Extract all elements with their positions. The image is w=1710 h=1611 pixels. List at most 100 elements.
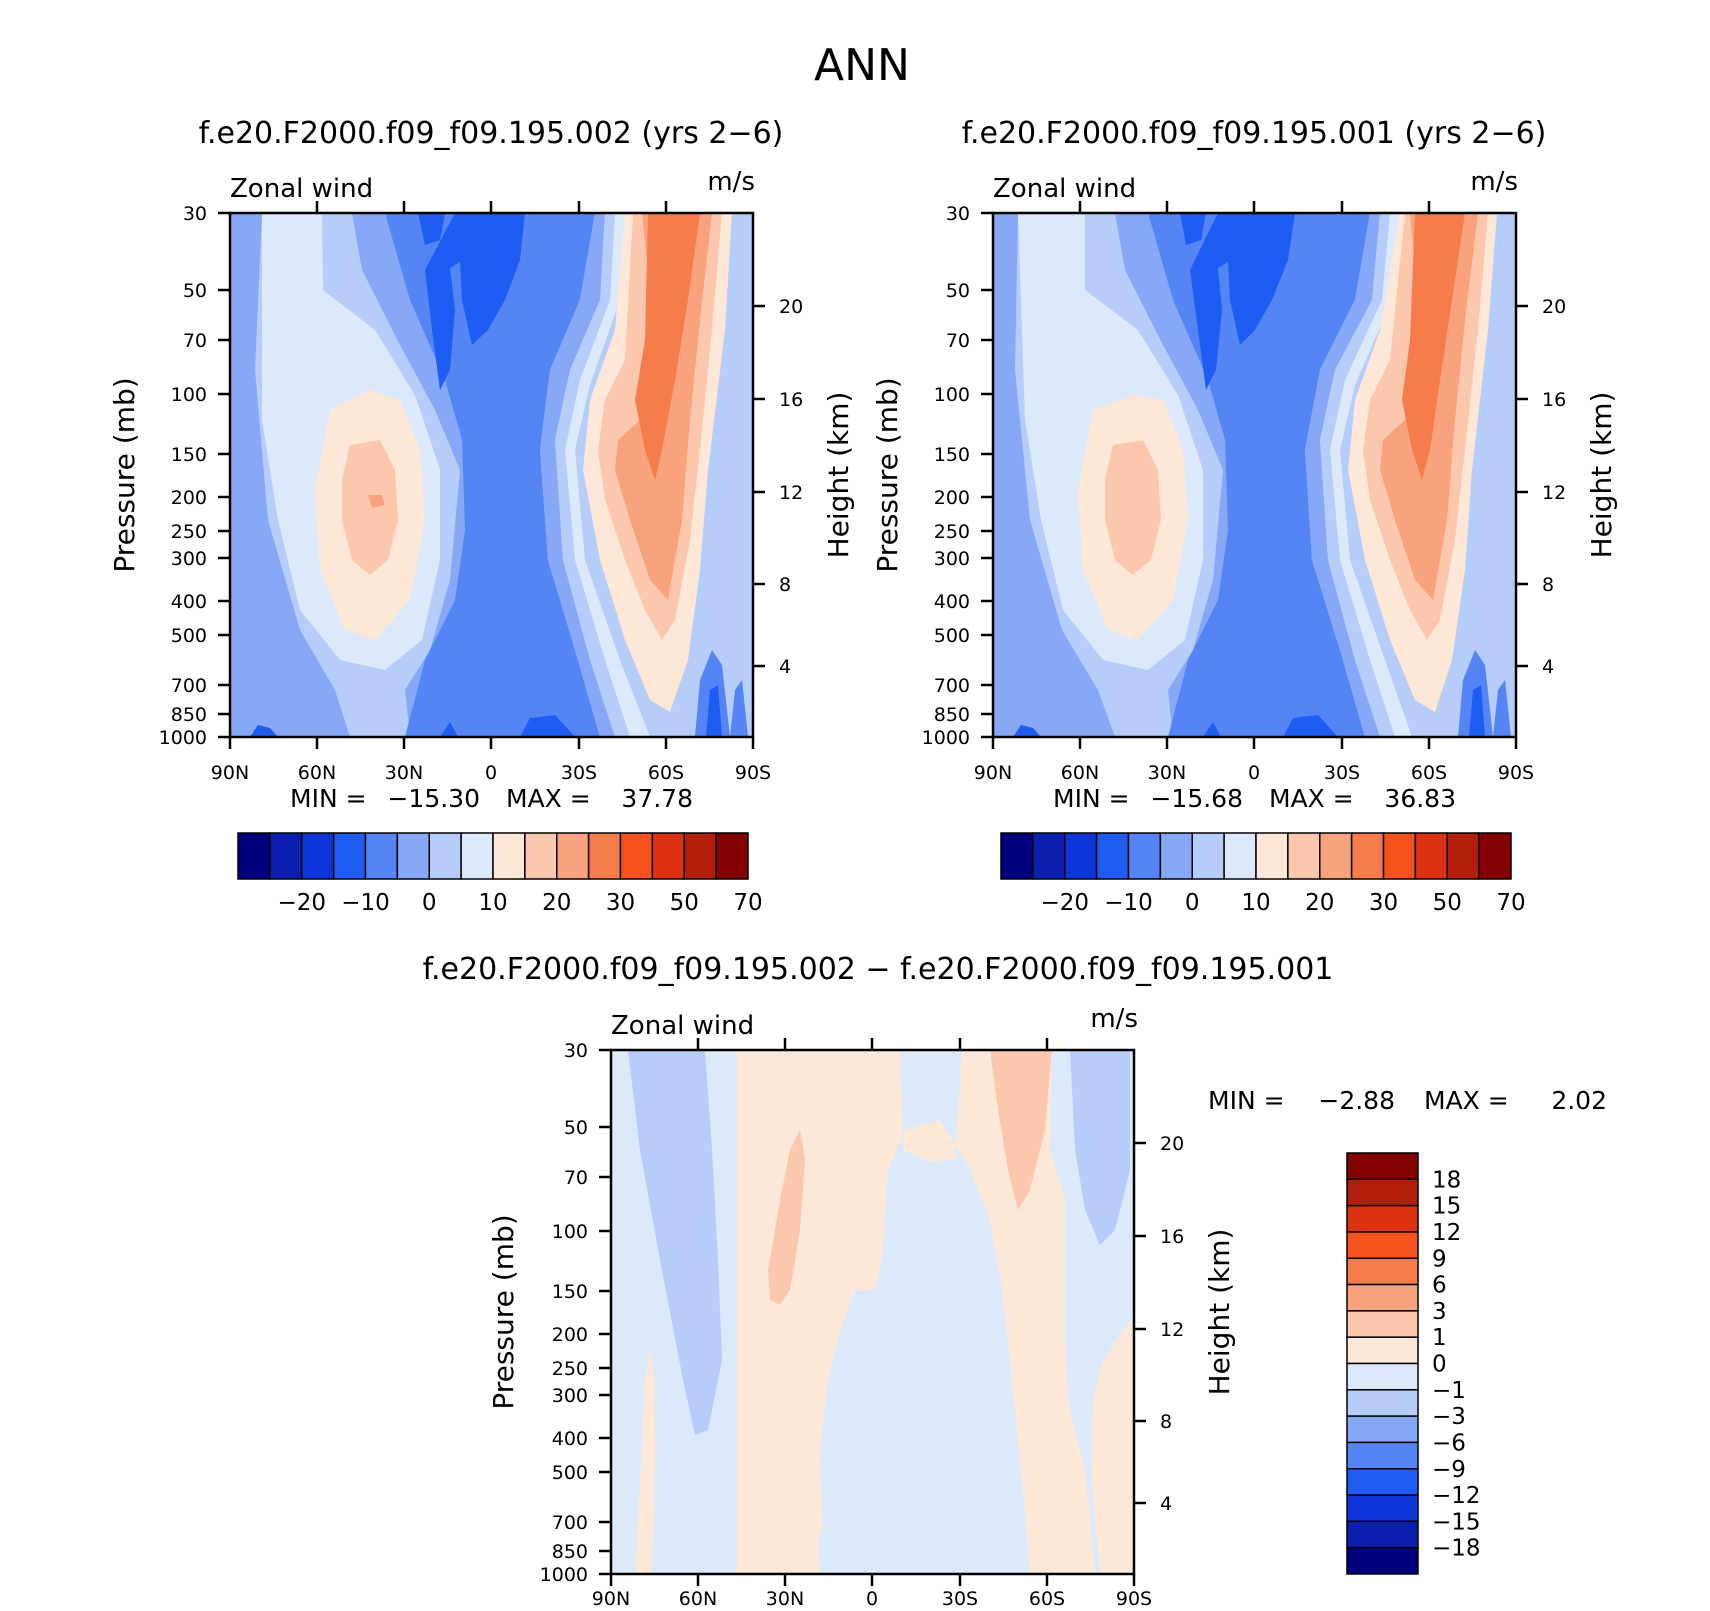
y-tick-label: 400 xyxy=(552,1428,588,1450)
y-tick-label: 700 xyxy=(171,675,207,697)
x-tick-label: 30N xyxy=(1148,762,1186,784)
y-tick-label: 100 xyxy=(171,384,207,406)
x-tick-label: 90N xyxy=(592,1588,630,1610)
contour-fill xyxy=(425,213,525,390)
colorbar-label: −20 xyxy=(277,890,326,916)
panel-control-run: f.e20.F2000.f09_f09.195.002 (yrs 2−6) Zo… xyxy=(108,116,855,916)
min-max-stats: MIN = −15.68 MAX = 36.83 xyxy=(1053,784,1456,813)
y-tick-label: 150 xyxy=(934,444,970,466)
colorbar-swatch xyxy=(1350,832,1385,880)
y2-tick-label: 4 xyxy=(1542,656,1554,678)
y-tick-label: 250 xyxy=(934,521,970,543)
y-axis: 30 50 70 100 150 200 250 300 400 500 700… xyxy=(487,1040,611,1586)
colorbar-swatch xyxy=(715,832,749,880)
colorbar-swatch xyxy=(1346,1283,1419,1312)
contour-fill xyxy=(1402,213,1465,480)
contour-fill xyxy=(342,440,398,575)
colorbar-label: 20 xyxy=(542,890,571,916)
colorbar-swatch xyxy=(1255,832,1289,880)
y-axis-label: Pressure (mb) xyxy=(108,377,141,572)
x-tick-label: 0 xyxy=(866,1588,878,1610)
x-tick-label: 0 xyxy=(1248,762,1260,784)
colorbar-swatch xyxy=(1382,832,1417,880)
colorbar-swatch xyxy=(460,832,494,880)
y-tick-label: 500 xyxy=(934,625,970,647)
panel-difference: f.e20.F2000.f09_f09.195.002 − f.e20.F200… xyxy=(423,952,1607,1610)
variable-label: Zonal wind xyxy=(993,174,1136,204)
y-tick-label: 200 xyxy=(934,487,970,509)
colorbar-swatch xyxy=(1191,832,1225,880)
x-tick-label: 30N xyxy=(385,762,423,784)
y-tick-label: 400 xyxy=(171,591,207,613)
colorbar-swatch xyxy=(1346,1441,1419,1470)
contour-fill xyxy=(737,1050,1095,1574)
y-tick-label: 30 xyxy=(946,203,970,225)
y-tick-label: 850 xyxy=(552,1541,588,1563)
contour-fill xyxy=(1330,213,1412,737)
y2-axis-label: Height (km) xyxy=(1203,1229,1236,1396)
colorbar-swatch xyxy=(364,832,399,880)
x-tick-label: 30S xyxy=(1324,762,1360,784)
colorbar-label: 3 xyxy=(1432,1299,1447,1325)
y-tick-label: 500 xyxy=(552,1462,588,1484)
colorbar-swatch xyxy=(1064,832,1098,880)
y2-tick-label: 16 xyxy=(1160,1226,1184,1248)
y-tick-label: 150 xyxy=(552,1281,588,1303)
x-tick-label: 0 xyxy=(485,762,497,784)
colorbar-label: 0 xyxy=(422,890,437,916)
contour-fill xyxy=(540,213,615,737)
contour-fill xyxy=(418,213,515,248)
colorbar-swatch xyxy=(1346,1389,1419,1417)
contour-fill xyxy=(1105,440,1161,575)
y-tick-label: 400 xyxy=(934,591,970,613)
x-axis: 90N 60N 30N 0 30S 60S 90S xyxy=(211,201,771,784)
y-tick-label: 1000 xyxy=(159,727,207,749)
panel-reference-run: f.e20.F2000.f09_f09.195.001 (yrs 2−6) Zo… xyxy=(871,116,1618,916)
colorbar-label: 50 xyxy=(670,890,699,916)
min-label: MIN = xyxy=(1208,1086,1285,1115)
colorbar-swatch xyxy=(619,832,654,880)
colorbar-swatch xyxy=(1346,1336,1419,1365)
y-tick-label: 250 xyxy=(552,1358,588,1380)
y2-tick-label: 12 xyxy=(1160,1319,1184,1341)
y-tick-label: 70 xyxy=(183,330,207,352)
colorbar-swatch xyxy=(651,832,685,880)
x-axis: 90N 60N 30N 0 30S 60S 90S xyxy=(974,201,1534,784)
y-tick-label: 70 xyxy=(946,330,970,352)
y2-tick-label: 20 xyxy=(779,296,803,318)
colorbar-label: −10 xyxy=(341,890,390,916)
contour-fill xyxy=(990,1050,1052,1210)
min-label: MIN = xyxy=(290,784,367,813)
colorbar-swatch xyxy=(1346,1468,1419,1496)
y-tick-label: 850 xyxy=(171,704,207,726)
min-value: −2.88 xyxy=(1318,1086,1395,1115)
variable-label: Zonal wind xyxy=(611,1011,754,1041)
colorbar-swatch xyxy=(1346,1257,1419,1286)
x-tick-label: 60S xyxy=(1029,1588,1065,1610)
colorbar-swatch xyxy=(1032,832,1066,880)
colorbar-swatch xyxy=(1287,832,1321,880)
y-tick-label: 250 xyxy=(171,521,207,543)
contour-fill xyxy=(730,680,748,737)
contour-fill xyxy=(706,685,722,737)
min-value: −15.68 xyxy=(1150,784,1243,813)
contour-fill xyxy=(636,1350,655,1574)
contour-fill xyxy=(628,1050,722,1435)
y-tick-label: 100 xyxy=(934,384,970,406)
colorbar-swatch xyxy=(269,832,303,880)
max-value: 36.83 xyxy=(1384,784,1456,813)
x-tick-label: 30N xyxy=(766,1588,804,1610)
y2-tick-label: 20 xyxy=(1542,296,1566,318)
y-tick-label: 30 xyxy=(183,203,207,225)
y-tick-label: 150 xyxy=(171,444,207,466)
colorbar-label: −18 xyxy=(1432,1536,1481,1562)
y2-tick-label: 8 xyxy=(1160,1411,1172,1433)
colorbar-swatch xyxy=(1346,1204,1419,1233)
y-tick-label: 500 xyxy=(171,625,207,647)
colorbar-label: 18 xyxy=(1432,1167,1461,1193)
x-tick-label: 60S xyxy=(1411,762,1447,784)
y2-axis: 20 16 12 8 4 Height (km) xyxy=(1516,296,1618,678)
colorbar-label: 1 xyxy=(1432,1325,1447,1351)
colorbar-swatch xyxy=(1346,1362,1419,1391)
